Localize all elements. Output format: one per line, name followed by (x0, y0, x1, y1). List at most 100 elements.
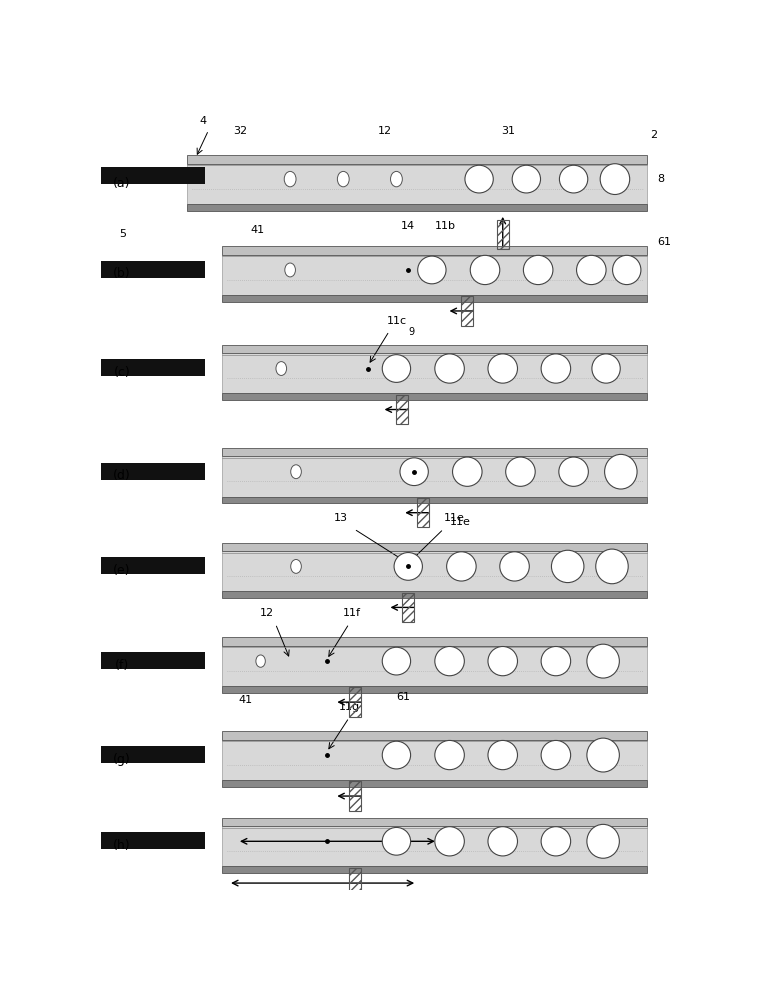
Text: 61: 61 (396, 692, 411, 702)
Bar (187, 164, 648, 204)
Bar (101, 652, 204, 669)
Bar (223, 246, 648, 255)
Text: 12: 12 (259, 608, 274, 618)
Ellipse shape (512, 165, 540, 193)
Text: (b): (b) (113, 267, 130, 280)
Ellipse shape (523, 255, 553, 285)
Text: 9: 9 (408, 327, 415, 337)
Ellipse shape (383, 647, 411, 675)
Bar (101, 557, 204, 574)
Bar (101, 746, 204, 763)
Bar (223, 448, 648, 456)
Text: 11f: 11f (343, 608, 361, 618)
Bar (223, 255, 648, 295)
Text: 2: 2 (651, 130, 658, 140)
Text: (f): (f) (115, 659, 129, 672)
Ellipse shape (488, 740, 517, 770)
Bar (462, 296, 473, 326)
Ellipse shape (587, 824, 620, 858)
Text: (a): (a) (113, 177, 130, 190)
Text: 11e: 11e (443, 513, 465, 523)
Ellipse shape (587, 644, 620, 678)
Ellipse shape (291, 465, 301, 479)
Ellipse shape (541, 827, 571, 856)
Ellipse shape (383, 355, 411, 382)
Ellipse shape (435, 646, 464, 676)
Ellipse shape (447, 552, 476, 581)
Ellipse shape (613, 255, 641, 285)
Bar (223, 345, 648, 353)
Bar (223, 353, 648, 393)
Ellipse shape (577, 255, 606, 285)
Text: 12: 12 (377, 126, 392, 136)
Text: 11e: 11e (450, 517, 470, 527)
Ellipse shape (400, 458, 428, 486)
Bar (223, 826, 648, 866)
Ellipse shape (506, 457, 535, 486)
Ellipse shape (435, 354, 464, 383)
Text: 41: 41 (239, 695, 253, 705)
Ellipse shape (592, 354, 620, 383)
Bar (349, 781, 361, 811)
Ellipse shape (435, 740, 464, 770)
Bar (101, 463, 204, 480)
Ellipse shape (284, 171, 296, 187)
Ellipse shape (383, 741, 411, 769)
Text: 8: 8 (658, 174, 664, 184)
Ellipse shape (453, 457, 482, 486)
Text: (c): (c) (114, 366, 130, 379)
Text: 11b: 11b (435, 221, 456, 231)
Bar (101, 167, 204, 184)
Ellipse shape (383, 827, 411, 855)
Ellipse shape (500, 552, 530, 581)
Ellipse shape (488, 646, 517, 676)
Text: 4: 4 (199, 116, 207, 126)
Bar (223, 456, 648, 497)
Text: (e): (e) (113, 564, 130, 577)
Text: 14: 14 (401, 221, 415, 231)
Bar (417, 498, 429, 527)
Ellipse shape (596, 549, 628, 584)
Text: 32: 32 (233, 126, 247, 136)
Ellipse shape (394, 553, 422, 580)
Text: 61: 61 (658, 237, 671, 247)
Ellipse shape (541, 740, 571, 770)
Bar (223, 637, 648, 646)
Ellipse shape (285, 263, 296, 277)
Bar (187, 204, 648, 211)
Text: (d): (d) (113, 469, 131, 482)
Bar (187, 155, 648, 164)
Bar (223, 551, 648, 591)
Bar (223, 731, 648, 740)
Ellipse shape (338, 171, 349, 187)
Ellipse shape (488, 827, 517, 856)
Bar (396, 395, 408, 424)
Bar (223, 497, 648, 503)
Ellipse shape (256, 655, 265, 667)
Text: 5: 5 (119, 229, 126, 239)
Ellipse shape (470, 255, 500, 285)
Text: 11c: 11c (386, 316, 406, 326)
Bar (223, 818, 648, 826)
Ellipse shape (552, 550, 584, 583)
Bar (223, 686, 648, 693)
Bar (223, 780, 648, 787)
Ellipse shape (604, 454, 637, 489)
Text: (h): (h) (113, 839, 130, 852)
Bar (223, 646, 648, 686)
Ellipse shape (541, 646, 571, 676)
Ellipse shape (276, 362, 287, 375)
Ellipse shape (391, 171, 402, 187)
Text: 13: 13 (333, 513, 347, 523)
Ellipse shape (435, 827, 464, 856)
Bar (223, 543, 648, 551)
Bar (223, 866, 648, 873)
Ellipse shape (559, 457, 588, 486)
Ellipse shape (600, 164, 629, 195)
Ellipse shape (465, 165, 493, 193)
Bar (223, 393, 648, 400)
Text: (g): (g) (113, 753, 131, 766)
Bar (101, 832, 204, 849)
Text: 31: 31 (501, 126, 516, 136)
Ellipse shape (418, 256, 446, 284)
